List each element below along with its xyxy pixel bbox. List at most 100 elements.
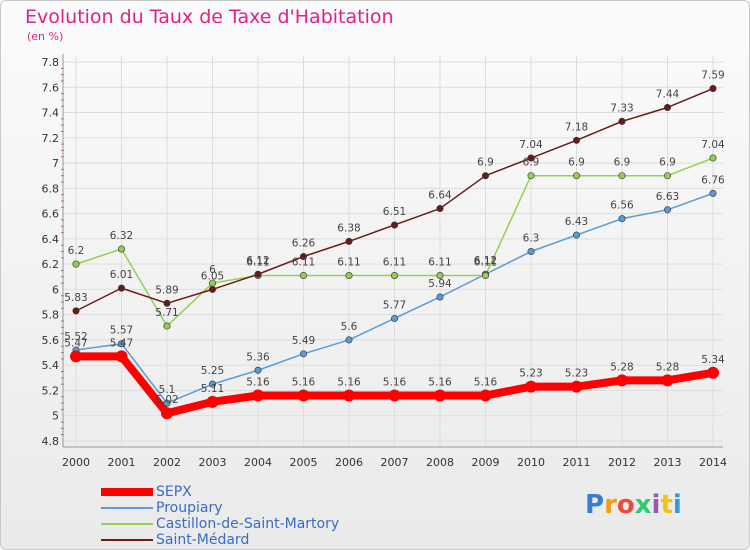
y-tick-label: 6.6 (42, 208, 60, 221)
tick-labels: 4.8 5 5.2 5.4 5.6 5.8 6 6.2 6.4 6.6 6.8 7 7.2 7.4 7.6 7… (42, 56, 728, 469)
x-tick-label: 2007 (381, 456, 409, 469)
data-label: 6.51 (383, 206, 406, 218)
y-tick-label: 5.4 (42, 359, 60, 372)
data-label: 6.9 (614, 157, 631, 169)
x-tick-label: 2010 (517, 456, 545, 469)
data-point (161, 407, 173, 420)
data-point (527, 154, 535, 162)
data-point (479, 389, 492, 402)
data-label: 5.47 (64, 337, 87, 349)
data-label: 5.36 (246, 351, 270, 363)
data-label: 7.33 (610, 102, 633, 114)
data-label: 6.76 (701, 174, 725, 186)
legend-swatch (101, 488, 153, 496)
data-point (254, 366, 262, 374)
legend-label: Proupiary (156, 500, 223, 516)
data-point (572, 136, 580, 144)
y-tick-label: 5.8 (42, 309, 60, 322)
data-label: 5.16 (383, 377, 407, 389)
legend-swatch (101, 507, 153, 509)
y-tick-label: 7 (52, 157, 59, 170)
x-tick-label: 2014 (699, 456, 727, 469)
data-label: 6.9 (568, 157, 585, 169)
logo-letter: i (651, 490, 661, 520)
data-point (618, 117, 626, 125)
data-label: 5.49 (292, 335, 315, 347)
data-point (436, 272, 444, 280)
x-tick-label: 2004 (244, 456, 272, 469)
data-label: 5.34 (701, 354, 725, 366)
data-label: 7.44 (656, 88, 680, 100)
y-tick-label: 5 (52, 410, 59, 423)
data-label: 6.9 (659, 157, 676, 169)
data-point (118, 284, 126, 292)
data-label: 6.11 (474, 257, 497, 269)
data-point (663, 103, 671, 111)
y-tick-label: 7.8 (42, 56, 60, 69)
x-tick-label: 2003 (199, 456, 227, 469)
series-points (70, 85, 719, 420)
data-label: 5.16 (474, 377, 498, 389)
data-label: 5.1 (159, 384, 176, 396)
data-label: 5.71 (155, 307, 178, 319)
data-point (209, 380, 217, 388)
data-label: 6.11 (428, 257, 451, 269)
data-point (390, 221, 398, 229)
data-label: 6.05 (201, 270, 224, 282)
data-label: 6.56 (610, 200, 634, 212)
data-point (343, 389, 355, 402)
data-point (118, 245, 126, 253)
data-point (481, 172, 489, 180)
logo-letter: t (660, 490, 673, 520)
logo-letter: o (616, 490, 635, 520)
x-tick-label: 2006 (335, 456, 363, 469)
data-point (434, 389, 446, 402)
data-label: 7.18 (565, 121, 588, 133)
data-label: 5.25 (201, 365, 224, 377)
y-tick-label: 4.8 (42, 435, 60, 448)
logo-letter: i (672, 490, 682, 520)
data-point (527, 248, 535, 256)
data-label: 7.04 (519, 139, 543, 151)
legend-swatch (101, 539, 153, 541)
data-labels: 5.47 5.475.025.115.16 5.16 5.16 5.16 5.16 5.16… (64, 70, 725, 407)
data-point (436, 205, 444, 213)
data-point (616, 374, 628, 387)
data-label: 5.28 (656, 361, 679, 373)
data-point (709, 85, 717, 93)
data-label: 7.59 (701, 70, 724, 82)
logo-letter: P (585, 490, 605, 520)
data-point (481, 272, 489, 280)
x-tick-label: 2011 (563, 456, 591, 469)
data-label: 6.11 (246, 257, 269, 269)
data-label: 7.04 (701, 139, 725, 151)
y-tick-label: 7.4 (42, 107, 60, 120)
data-point (345, 237, 353, 245)
data-label: 6.11 (292, 257, 315, 269)
data-point (299, 272, 307, 280)
data-label: 5.16 (246, 377, 270, 389)
data-label: 5.83 (64, 292, 87, 304)
x-tick-label: 2009 (472, 456, 500, 469)
data-point (436, 293, 444, 301)
data-label: 6.3 (523, 233, 540, 245)
data-label: 5.11 (201, 383, 224, 395)
data-label: 5.94 (428, 278, 452, 290)
data-label: 6.43 (565, 216, 588, 228)
data-point (572, 172, 580, 180)
data-point (707, 366, 719, 379)
data-label: 6.12 (246, 255, 269, 267)
data-point (163, 299, 171, 307)
proxiti-logo: Proxiti (585, 490, 682, 520)
data-label: 5.6 (341, 321, 358, 333)
grid-lines (63, 56, 723, 445)
data-label: 5.89 (155, 284, 178, 296)
y-tick-label: 7.2 (42, 132, 60, 145)
data-point (618, 215, 626, 223)
data-label: 6.63 (656, 191, 679, 203)
y-tick-label: 5.2 (42, 384, 60, 397)
data-label: 5.16 (292, 377, 316, 389)
data-point (115, 350, 128, 363)
